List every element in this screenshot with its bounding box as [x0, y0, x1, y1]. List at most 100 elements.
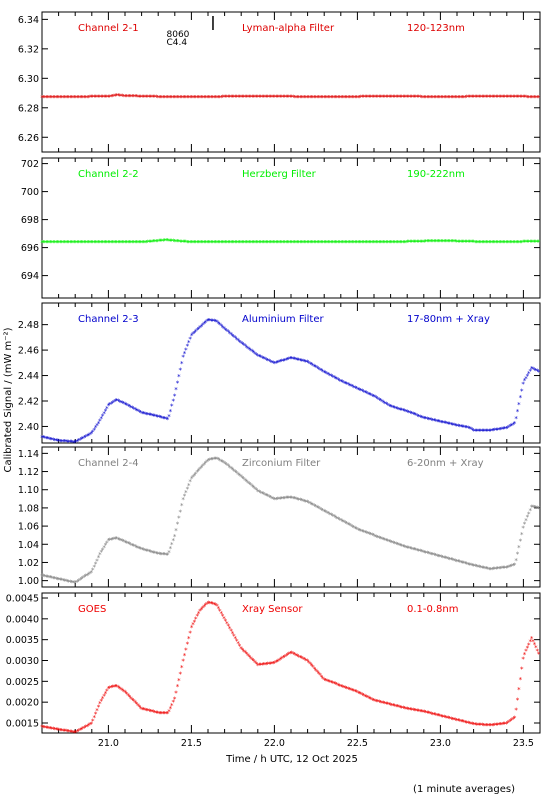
data-point: *: [537, 368, 541, 376]
data-point: *: [486, 239, 490, 247]
data-point: *: [424, 549, 428, 557]
data-point: *: [294, 652, 298, 660]
data-point: *: [519, 94, 523, 102]
data-point: *: [482, 565, 486, 573]
data-point: *: [231, 332, 235, 340]
data-point: *: [119, 399, 123, 407]
data-point: *: [266, 239, 270, 247]
data-point: *: [339, 683, 343, 691]
data-point: *: [448, 421, 452, 429]
data-point: *: [197, 94, 201, 102]
data-point: *: [157, 238, 161, 246]
data-point: *: [98, 418, 102, 426]
data-point: *: [122, 400, 126, 408]
data-point: *: [139, 93, 143, 101]
data-point: *: [98, 94, 102, 102]
data-point: *: [527, 370, 531, 378]
data-point: *: [239, 94, 243, 102]
data-point: *: [492, 94, 496, 102]
data-point: *: [255, 351, 259, 359]
data-point: *: [341, 94, 345, 102]
data-point: *: [126, 239, 130, 247]
data-point: *: [509, 423, 513, 431]
data-point: *: [297, 653, 301, 661]
data-point: *: [365, 239, 369, 247]
data-point: *: [513, 420, 517, 428]
data-point: *: [506, 239, 510, 247]
data-point: *: [289, 94, 293, 102]
data-point: *: [517, 239, 521, 247]
data-point: *: [159, 551, 163, 559]
data-point: *: [321, 239, 325, 247]
data-point: *: [47, 725, 51, 733]
data-point: *: [310, 361, 314, 369]
y-tick-label: 6.28: [18, 103, 39, 114]
data-point: *: [255, 487, 259, 495]
data-point: *: [167, 237, 171, 245]
data-point: *: [170, 94, 174, 102]
data-point: *: [119, 239, 123, 247]
data-point: *: [331, 239, 335, 247]
data-point: *: [204, 459, 208, 467]
data-point: *: [442, 714, 446, 722]
data-point: *: [123, 401, 127, 409]
data-point: *: [252, 658, 256, 666]
data-point: *: [421, 414, 425, 422]
data-point: *: [198, 94, 202, 102]
data-point: *: [396, 405, 400, 413]
data-point: *: [379, 93, 383, 101]
data-point: *: [517, 401, 521, 409]
data-point: *: [197, 325, 201, 333]
data-point: *: [490, 239, 494, 247]
data-point: *: [379, 397, 383, 405]
data-point: *: [181, 658, 185, 666]
data-point: *: [318, 506, 322, 514]
data-point: *: [160, 710, 164, 718]
data-point: *: [128, 403, 132, 411]
data-point: *: [417, 708, 421, 716]
data-point: *: [116, 92, 120, 100]
data-point: *: [386, 93, 390, 101]
data-point: *: [121, 239, 125, 247]
data-point: *: [256, 662, 260, 670]
channel-label: GOES: [78, 604, 106, 615]
data-point: *: [386, 701, 390, 709]
data-point: *: [506, 720, 510, 728]
data-point: *: [159, 94, 163, 102]
data-point: *: [504, 720, 508, 728]
data-point: *: [66, 578, 70, 586]
data-point: *: [67, 438, 71, 446]
data-point: *: [430, 710, 434, 718]
data-point: *: [349, 687, 353, 695]
data-point: *: [456, 238, 460, 246]
data-point: *: [344, 684, 348, 692]
data-point: *: [107, 402, 111, 410]
data-point: *: [296, 94, 300, 102]
data-point: *: [133, 699, 137, 707]
data-point: *: [464, 719, 468, 727]
data-point: *: [503, 94, 507, 102]
data-point: *: [156, 550, 160, 558]
data-point: *: [242, 476, 246, 484]
data-point: *: [504, 239, 508, 247]
data-point: *: [346, 521, 350, 529]
data-point: *: [160, 551, 164, 559]
data-point: *: [236, 471, 240, 479]
data-point: *: [490, 94, 494, 102]
data-point: *: [503, 564, 507, 572]
series-markers: ****************************************…: [40, 455, 541, 587]
data-point: *: [122, 688, 126, 696]
data-point: *: [136, 239, 140, 247]
x-tick-label: 21.5: [181, 738, 202, 749]
data-point: *: [500, 239, 504, 247]
data-point: *: [413, 239, 417, 247]
data-point: *: [42, 724, 46, 732]
data-point: *: [304, 239, 308, 247]
data-point: *: [401, 239, 405, 247]
data-point: *: [241, 94, 245, 102]
data-point: *: [448, 94, 452, 102]
data-point: *: [140, 410, 144, 418]
data-point: *: [534, 94, 538, 102]
data-point: *: [145, 93, 149, 101]
data-point: *: [356, 386, 360, 394]
